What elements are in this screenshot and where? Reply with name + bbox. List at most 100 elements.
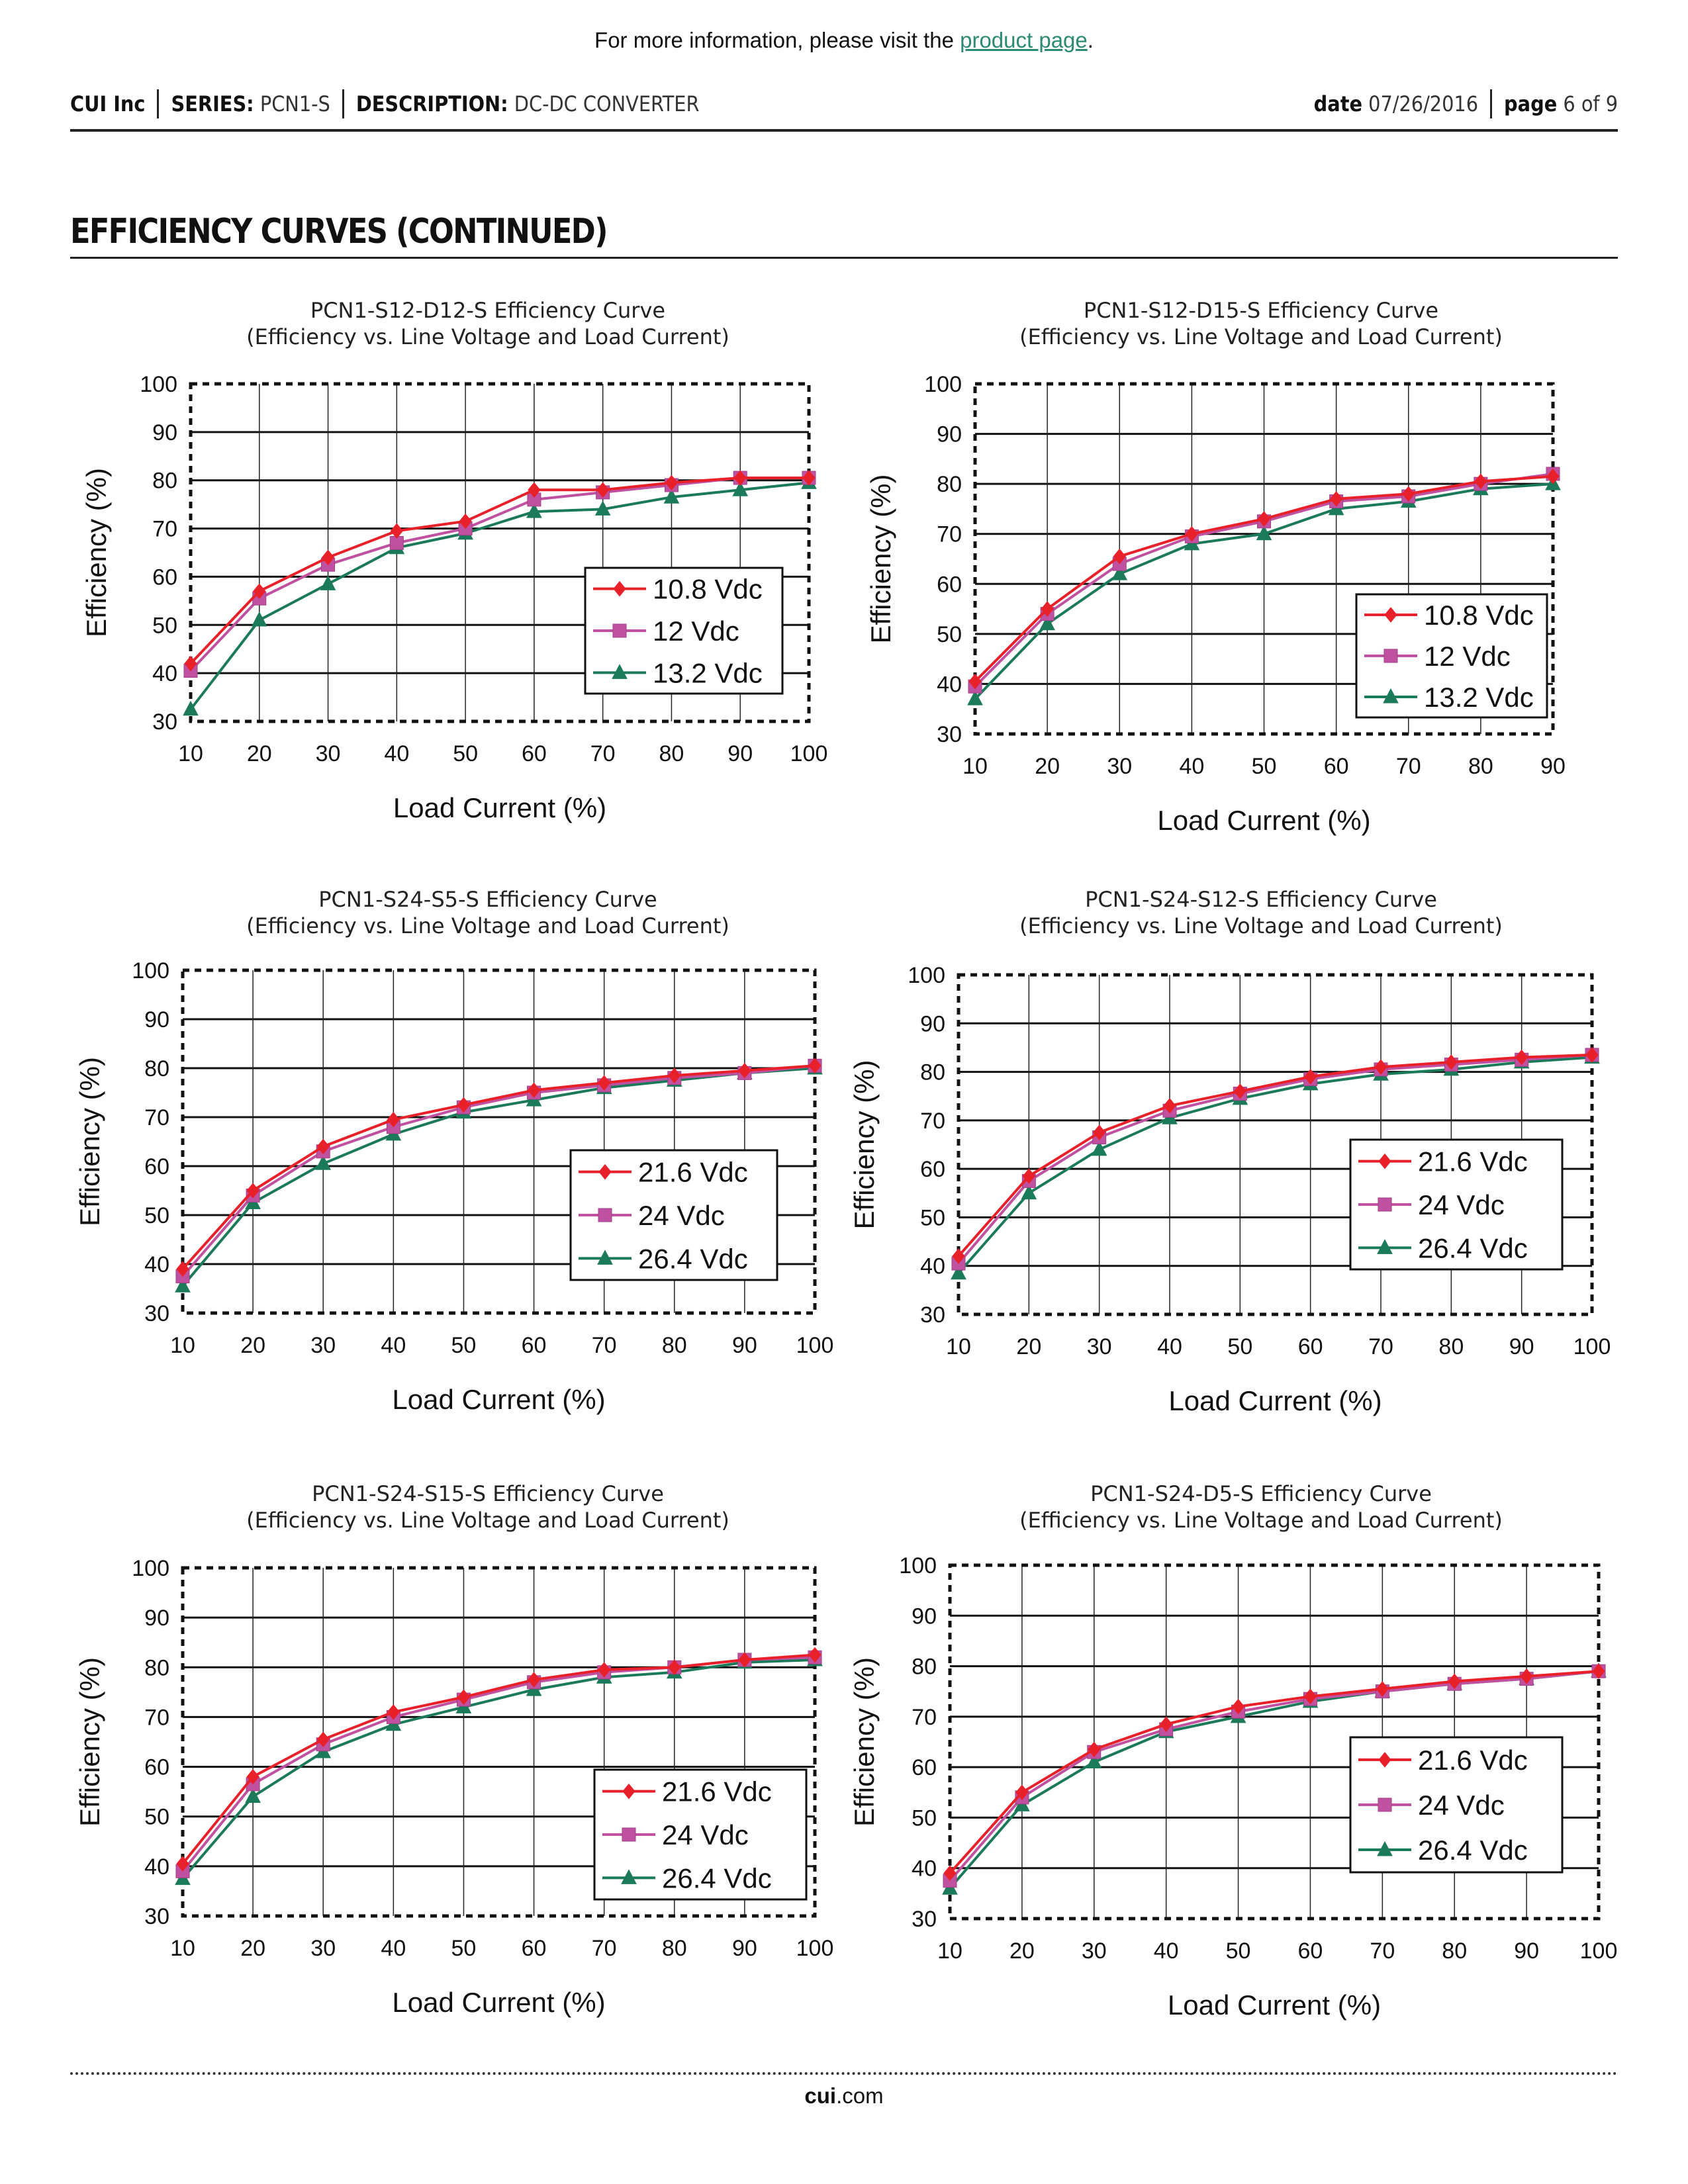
data-point (1374, 1059, 1387, 1075)
chart-legend: 10.8 Vdc 12 Vdc 13.2 Vdc (584, 567, 784, 695)
footer-brand: cui (804, 2083, 837, 2108)
y-tick-label: 90 (912, 1604, 937, 1629)
y-tick-label: 80 (152, 469, 177, 494)
date-label: date (1313, 91, 1362, 116)
footer-domain: .com (836, 2083, 884, 2108)
x-tick-label: 100 (796, 1333, 834, 1358)
header-rule (70, 129, 1618, 132)
legend-item: 26.4 Vdc (1358, 1835, 1528, 1866)
legend-label: 13.2 Vdc (653, 657, 763, 688)
data-point (316, 1138, 330, 1155)
y-tick-label: 70 (937, 522, 962, 547)
x-tick-label: 20 (1009, 1938, 1035, 1964)
data-point (663, 488, 680, 504)
legend-item: 21.6 Vdc (1358, 1146, 1528, 1177)
legend-label: 26.4 Vdc (638, 1243, 748, 1274)
data-point (733, 470, 747, 486)
x-tick-label: 60 (522, 741, 547, 766)
data-point (1304, 1069, 1317, 1085)
legend-item: 13.2 Vdc (593, 657, 763, 688)
data-point (1257, 511, 1271, 527)
legend-marker (598, 1163, 612, 1180)
plot-frame (957, 973, 1594, 1316)
data-point (1376, 1681, 1389, 1697)
data-point (1093, 1124, 1106, 1140)
product-page-link[interactable]: product page (960, 28, 1088, 52)
x-tick-label: 50 (1227, 1334, 1252, 1359)
data-point (245, 1788, 261, 1803)
series-line (949, 1670, 1599, 1874)
legend-marker (1383, 649, 1398, 663)
header-divider (1490, 89, 1493, 118)
x-axis-label: Load Current (%) (392, 1987, 605, 2018)
x-tick-label: 70 (592, 1936, 617, 1961)
x-tick-label: 90 (1514, 1938, 1539, 1964)
y-axis-label: Efficiency (%) (74, 1057, 105, 1226)
chart-subtitle: (Efficiency vs. Line Voltage and Load Cu… (1019, 1508, 1503, 1533)
series-21-6-vdc (952, 1047, 1599, 1264)
y-tick-label: 90 (920, 1011, 945, 1036)
data-point (175, 1277, 191, 1293)
data-point (1444, 1054, 1458, 1070)
y-tick-label: 40 (937, 672, 962, 697)
data-point (1303, 1688, 1317, 1705)
x-tick-label: 10 (946, 1334, 971, 1359)
y-tick-label: 30 (912, 1907, 937, 1932)
y-tick-label: 50 (920, 1205, 945, 1230)
data-point (1088, 1741, 1101, 1758)
data-point (668, 1068, 681, 1083)
series-21-6-vdc (943, 1663, 1605, 1882)
data-point (527, 1082, 541, 1099)
x-tick-label: 50 (453, 741, 478, 766)
data-point (808, 1647, 821, 1663)
y-tick-label: 80 (920, 1060, 945, 1085)
data-point (596, 482, 610, 498)
data-point (598, 1662, 611, 1678)
legend-item: 10.8 Vdc (1364, 600, 1534, 631)
legend-marker (1378, 1153, 1391, 1169)
data-point (390, 523, 403, 539)
legend-label: 21.6 Vdc (1418, 1745, 1528, 1776)
y-tick-label: 50 (912, 1805, 937, 1831)
data-point (1233, 1083, 1246, 1099)
legend-marker (1378, 1752, 1391, 1768)
y-tick-label: 50 (152, 613, 177, 638)
legend-label: 21.6 Vdc (1418, 1146, 1528, 1177)
legend-label: 26.4 Vdc (1418, 1232, 1528, 1263)
x-tick-label: 100 (1573, 1334, 1611, 1359)
series-line (181, 1064, 816, 1277)
x-tick-label: 50 (451, 1936, 477, 1961)
y-tick-label: 40 (144, 1252, 169, 1277)
y-tick-label: 80 (144, 1056, 169, 1081)
y-tick-label: 60 (152, 565, 177, 590)
data-point (738, 1062, 751, 1079)
section-title: EFFICIENCY CURVES (CONTINUED) (70, 212, 608, 251)
legend-marker (1378, 1197, 1392, 1212)
legend-item: 24 Vdc (1358, 1790, 1505, 1821)
data-point (951, 1264, 966, 1280)
x-tick-label: 40 (1157, 1334, 1182, 1359)
legend-marker (613, 580, 626, 597)
page-label: page (1504, 91, 1558, 116)
data-point (967, 690, 983, 705)
data-point (251, 611, 267, 627)
series-line (957, 1056, 1593, 1275)
x-tick-label: 90 (1509, 1334, 1534, 1359)
legend-item: 26.4 Vdc (1358, 1232, 1528, 1263)
y-tick-label: 60 (144, 1154, 169, 1179)
x-tick-label: 30 (1107, 754, 1132, 779)
series-line (957, 1053, 1593, 1257)
footer: cui.com (0, 2083, 1688, 2109)
data-point (1111, 565, 1128, 580)
series-21-6-vdc (176, 1647, 821, 1872)
y-tick-label: 70 (920, 1109, 945, 1134)
legend-item: 13.2 Vdc (1364, 682, 1534, 713)
x-tick-label: 30 (1082, 1938, 1107, 1964)
x-tick-label: 10 (170, 1936, 195, 1961)
x-tick-label: 80 (662, 1333, 687, 1358)
legend-marker (612, 664, 628, 679)
data-point (184, 655, 197, 672)
x-tick-label: 30 (310, 1333, 336, 1358)
